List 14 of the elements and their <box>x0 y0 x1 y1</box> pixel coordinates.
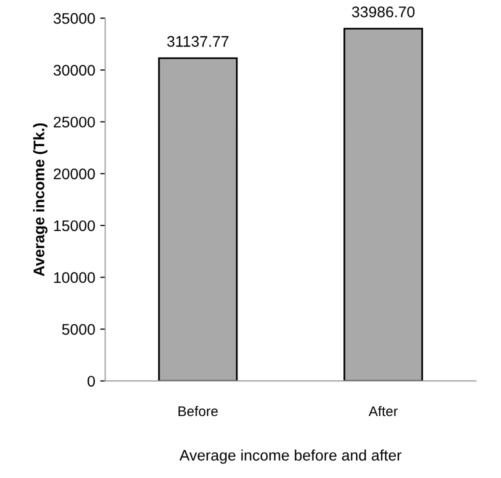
x-tick-label: Before <box>178 406 218 416</box>
data-label: 33986.70 <box>352 6 415 18</box>
y-tick-label: 10000 <box>54 272 95 283</box>
y-tick-label: 5000 <box>62 324 95 335</box>
y-tick-label: 0 <box>88 376 95 387</box>
data-label: 31137.77 <box>167 36 228 47</box>
y-tick-label: 20000 <box>54 168 95 180</box>
y-tick-label: 35000 <box>54 13 95 24</box>
y-axis-title: Average income (Tk.) <box>33 123 48 276</box>
x-axis-title: Average income before and after <box>179 449 402 464</box>
y-tick-label: 30000 <box>54 64 95 76</box>
x-tick-label: After <box>368 406 398 416</box>
y-tick-label: 15000 <box>54 220 95 232</box>
y-tick-label: 25000 <box>54 116 95 128</box>
